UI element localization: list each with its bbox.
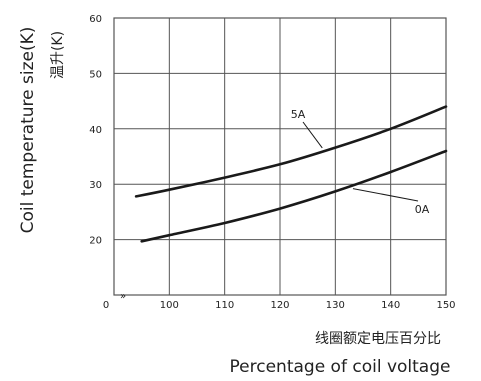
x-axis-title: Percentage of coil voltage	[230, 357, 451, 377]
series-callout-line	[302, 121, 323, 149]
series-line-0a	[140, 149, 448, 243]
y-tick-label: 20	[89, 236, 102, 247]
chart-labels: 100 110 120 130 140 150 20 30 40 50 60 5A 0A	[89, 14, 455, 311]
x-tick-label: 150	[436, 300, 455, 311]
x-tick-label: 130	[326, 300, 345, 311]
y-axis-title: Coil temperature size(K)	[18, 27, 38, 234]
series-line-5a	[134, 105, 448, 198]
x-tick-label: 120	[270, 300, 289, 311]
origin-label: 0	[103, 300, 109, 311]
series-label: 5A	[291, 108, 306, 121]
y-axis-title-cn: 温升(K)	[50, 31, 66, 79]
axis-break-mark: »	[120, 291, 126, 302]
y-tick-label: 60	[89, 14, 102, 25]
series-callout-line	[352, 188, 419, 202]
x-tick-label: 100	[160, 300, 179, 311]
series-label: 0A	[415, 203, 430, 216]
series-lines	[134, 105, 448, 243]
grid-lines	[113, 17, 447, 296]
y-tick-label: 40	[89, 125, 102, 136]
x-axis-title-cn: 线圈额定电压百分比	[315, 331, 441, 347]
x-tick-label: 140	[381, 300, 400, 311]
x-tick-label: 110	[215, 300, 234, 311]
y-tick-label: 50	[89, 69, 102, 80]
y-tick-label: 30	[89, 180, 102, 191]
